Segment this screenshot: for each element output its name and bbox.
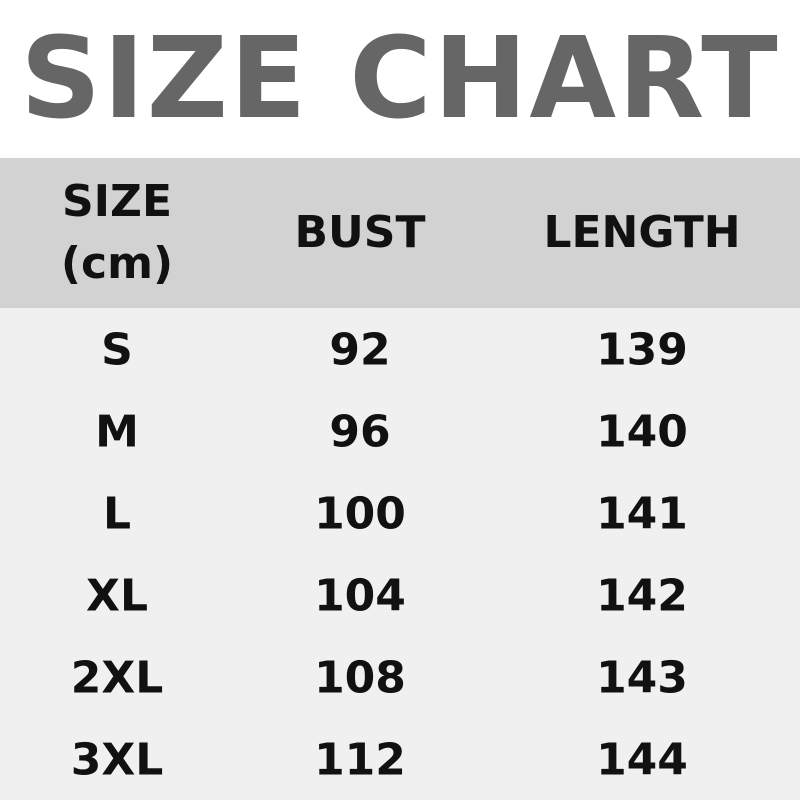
table-body: S 92 139 M 96 140 L 100 141 XL 104 142 2XL 108 143 3XL 1… bbox=[0, 308, 800, 800]
header-length: LENGTH bbox=[543, 207, 741, 258]
cell-bust: 104 bbox=[314, 570, 406, 622]
table-header: SIZE (cm) BUST LENGTH bbox=[0, 158, 800, 308]
cell-length: 142 bbox=[596, 570, 688, 622]
cell-bust: 100 bbox=[314, 488, 406, 540]
page-title: SIZE CHART bbox=[0, 0, 800, 158]
header-size: SIZE (cm) bbox=[61, 171, 173, 295]
cell-length: 141 bbox=[596, 488, 688, 540]
cell-bust: 112 bbox=[314, 734, 406, 786]
header-bust: BUST bbox=[294, 207, 426, 258]
cell-size: M bbox=[95, 406, 139, 458]
cell-length: 139 bbox=[596, 324, 688, 376]
cell-size: S bbox=[101, 324, 133, 376]
cell-length: 144 bbox=[596, 734, 688, 786]
cell-bust: 96 bbox=[329, 406, 391, 458]
cell-size: XL bbox=[86, 570, 148, 622]
cell-bust: 92 bbox=[329, 324, 391, 376]
header-size-label: SIZE bbox=[61, 176, 173, 227]
cell-size: L bbox=[102, 488, 132, 540]
header-size-unit: (cm) bbox=[60, 238, 174, 289]
cell-size: 2XL bbox=[70, 652, 164, 704]
cell-size: 3XL bbox=[70, 734, 164, 786]
cell-bust: 108 bbox=[314, 652, 406, 704]
cell-length: 140 bbox=[596, 406, 688, 458]
cell-length: 143 bbox=[596, 652, 688, 704]
